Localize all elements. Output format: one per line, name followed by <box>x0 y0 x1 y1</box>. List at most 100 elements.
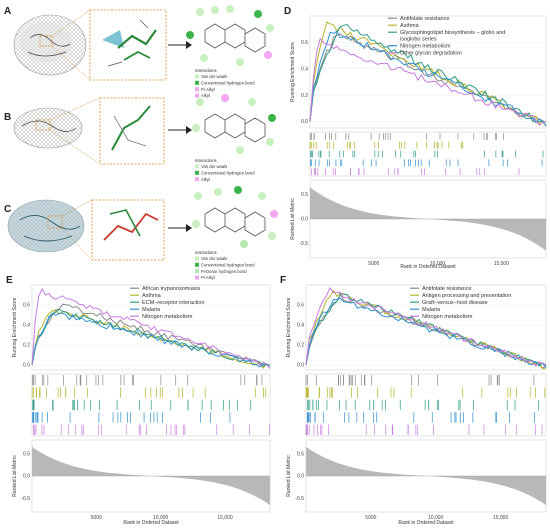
metric-ytick-e-0: 0.5 <box>23 451 30 457</box>
hit-row-d-2 <box>310 150 544 158</box>
interactions-title-b: Interactions <box>195 158 217 163</box>
frame-f-1 <box>305 373 547 437</box>
xtick-d-1: 10,000 <box>430 261 446 267</box>
panel-label-c: C <box>4 204 11 215</box>
xlabel-f: Rank in Ordered Dataset <box>398 520 454 526</box>
frame-f-0 <box>305 284 547 371</box>
hit-row-d-3 <box>310 159 543 167</box>
hit-row-f-4 <box>305 424 543 435</box>
legend-label-c-0: Van der waals <box>201 256 227 261</box>
legend-label-c-2: Pi-Donor hydrogen bond <box>201 269 247 274</box>
legend-entry-f-4: Nitrogen metabolism <box>422 314 473 320</box>
legend-entry-e-4: Nitrogen metabolism <box>142 314 193 320</box>
metric-ytick-d-1: 0.0 <box>301 217 308 223</box>
hit-row-e-3 <box>31 412 231 423</box>
xtick-d-2: 15,000 <box>494 261 510 267</box>
hit-row-e-0 <box>32 375 263 386</box>
ytick-e-3: 0.6 <box>23 303 30 309</box>
legend-entry-e-0: African trypanosomiasis <box>142 286 201 292</box>
metric-ytick-f-2: -0.5 <box>295 496 304 502</box>
ytick-d-1: 0.2 <box>301 93 308 99</box>
xtick-f-0: 5000 <box>365 515 376 521</box>
legend-label-a-1: Conventional hydrogen bond <box>201 80 255 85</box>
protein-surface-b <box>13 107 83 149</box>
legend-swatch-a-3 <box>195 93 199 98</box>
hit-row-f-2 <box>307 399 539 411</box>
legend-entry-d-3: Nitrogen metabolism <box>400 44 451 50</box>
xtick-f-2: 15,000 <box>493 515 509 521</box>
hit-row-f-3 <box>307 412 535 423</box>
ylabel2-d: Ranked List Metric <box>290 198 296 240</box>
legend-entry-f-3: Malaria <box>422 307 441 313</box>
legend-entry-e-2: ECM−receptor interaction <box>142 300 205 306</box>
ytick-d-3: 0.6 <box>301 40 308 46</box>
legend-entry-f-1: Antigen processing and presentation <box>422 293 511 299</box>
legend-swatch-c-0 <box>195 256 199 261</box>
legend-swatch-b-0 <box>195 164 199 169</box>
legend-entry-f-0: Antifolate resistance <box>422 286 472 292</box>
legend-label-b-2: Alkyl <box>201 177 210 182</box>
legend-label-c-1: Conventional hydrogen bond <box>201 262 255 267</box>
legend-entry-d-1: Asthma <box>400 23 420 29</box>
panel-c: C Interactions Van der waalsConventional… <box>4 186 278 280</box>
legend-swatch-a-2 <box>195 87 199 92</box>
es-curve-e-0 <box>31 303 271 369</box>
ylabel-f: Running Enrichment Score <box>286 297 292 357</box>
frame-e-1 <box>31 373 271 437</box>
ytick-e-2: 0.4 <box>23 323 30 329</box>
metric-ytick-d-2: -0.5 <box>299 241 308 247</box>
ytick-f-0: 0.0 <box>297 363 304 369</box>
panel-label-d: D <box>284 6 291 17</box>
legend-label-a-2: Pi-Alkyl <box>201 87 215 92</box>
gsea-charts: D 0.0 0.2 0.4 0.6 0.5 0.0 -0.5 5000 10,000 15,000 R… <box>6 6 547 526</box>
ligand-closeup-b <box>99 97 165 165</box>
legend-entry-f-2: Graft−versus−host disease <box>422 300 488 306</box>
frame-d-0 <box>309 15 547 129</box>
es-curve-d-3 <box>309 30 547 127</box>
hit-row-e-1 <box>31 387 267 398</box>
xtick-f-1: 10,000 <box>428 515 444 521</box>
legend-entry-d-2: Glycosphingolipid biosynthesis − globo a… <box>400 30 505 36</box>
legend-swatch-c-3 <box>195 275 199 280</box>
legend-label-a-3: Alkyl <box>201 93 210 98</box>
legend-swatch-c-2 <box>195 269 199 274</box>
hit-row-f-1 <box>305 387 546 398</box>
interaction-diagram-a <box>186 5 274 66</box>
es-curve-f-4 <box>305 286 547 367</box>
gsea-panel-d: D 0.0 0.2 0.4 0.6 0.5 0.0 -0.5 5000 10,000 15,000 R… <box>284 6 547 270</box>
hit-row-d-4 <box>310 168 520 175</box>
legend-swatch-a-1 <box>195 80 199 85</box>
es-curve-e-3 <box>31 312 271 368</box>
legend-entry-e-1: Asthma <box>142 293 162 299</box>
legend-entry-d-0: Antifolate resistance <box>400 16 450 22</box>
xtick-e-0: 5000 <box>91 515 102 521</box>
panel-label-b: B <box>4 112 11 123</box>
ytick-e-0: 0.0 <box>23 363 30 369</box>
interaction-diagram-c <box>192 186 278 248</box>
legend-label-a-0: Van der waals <box>201 74 227 79</box>
protein-surface-a <box>13 14 87 76</box>
xlabel-d: Rank in Ordered Dataset <box>400 264 456 270</box>
ylabel2-f: Ranked List Metric <box>286 455 292 497</box>
frame-d-1 <box>309 131 547 177</box>
legend-e: African trypanosomiasisAsthmaECM−recepto… <box>130 286 205 320</box>
metric-ytick-e-2: -0.5 <box>21 496 30 502</box>
legend-entry-d-4: Other glycan degradation <box>400 51 462 57</box>
gsea-panel-f: F 0.0 0.2 0.4 0.6 0.5 0.0 -0.5 5000 10,000 15,000 R… <box>280 275 547 526</box>
ylabel-e: Running Enrichment Score <box>12 297 18 357</box>
es-curve-f-3 <box>305 297 547 369</box>
metric-ytick-f-1: 0.0 <box>297 474 304 480</box>
xlabel-e: Rank in Ordered Dataset <box>123 520 179 526</box>
panel-label-f: F <box>280 275 286 286</box>
xtick-e-1: 10,000 <box>153 515 169 521</box>
legend-swatch-a-0 <box>195 74 199 79</box>
panel-label-e: E <box>6 275 13 286</box>
es-curve-d-4 <box>309 37 546 126</box>
es-curve-d-2 <box>309 23 547 123</box>
